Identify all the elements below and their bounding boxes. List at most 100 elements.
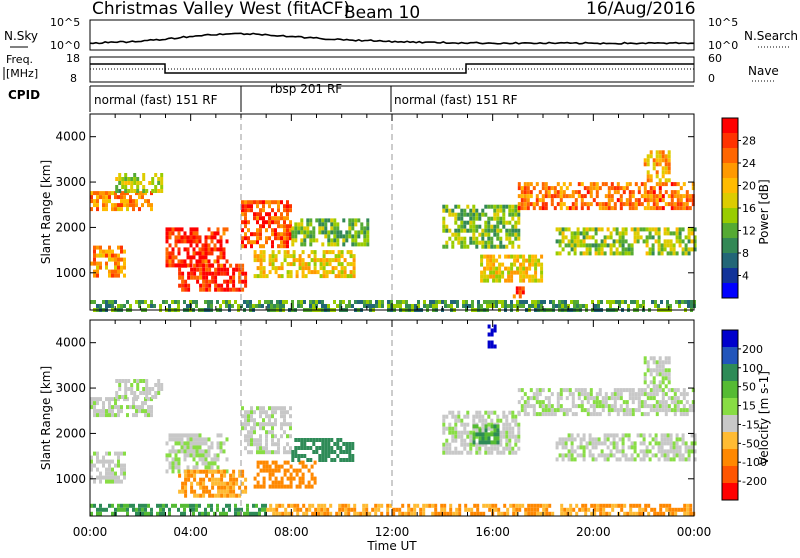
heatmap-cell-region-2: [99, 471, 102, 476]
heatmap-cell-region-14: [282, 300, 285, 304]
heatmap-cell-region-15: [599, 507, 603, 512]
heatmap-cell-region-3: [189, 453, 193, 458]
heatmap-cell-region-5: [241, 244, 244, 249]
heatmap-cell-region-8: [493, 410, 497, 415]
heatmap-cell-region-9: [492, 258, 496, 263]
colorbar-segment: [722, 193, 738, 209]
heatmap-cell-region-5: [286, 208, 289, 213]
heatmap-cell-region-11: [655, 206, 659, 211]
heatmap-cell-region-0: [114, 207, 117, 212]
heatmap-cell-region-6: [337, 250, 341, 255]
heatmap-cell-region-8: [478, 410, 482, 415]
heatmap-cell-region-12: [567, 457, 571, 462]
heatmap-cell-region-9: [522, 274, 526, 279]
heatmap-cell-region-3: [195, 453, 199, 458]
heatmap-cell-region-8: [502, 208, 506, 213]
heatmap-cell-region-9: [480, 258, 484, 263]
heatmap-cell-region-3: [171, 259, 175, 264]
heatmap-cell-region-14: [336, 304, 339, 308]
heatmap-cell-region-8: [505, 414, 509, 419]
heatmap-cell-region-12: [612, 441, 616, 446]
heatmap-cell-region-8: [442, 414, 446, 419]
heatmap-cell-region-11: [529, 190, 533, 195]
heatmap-cell-region-3: [168, 235, 172, 240]
heatmap-cell-region-3: [225, 239, 229, 244]
heatmap-cell-region-8: [460, 208, 464, 213]
heatmap-cell-region-9: [522, 270, 526, 275]
heatmap-cell-region-11: [631, 190, 635, 195]
heatmap-cell-region-14: [159, 507, 162, 512]
heatmap-cell-region-9: [531, 262, 535, 267]
heatmap-cell-region-8: [484, 442, 488, 447]
heatmap-cell-region-15: [458, 503, 462, 508]
heatmap-cell-region-8: [487, 426, 491, 431]
heatmap-cell-region-12: [627, 437, 631, 442]
heatmap-cell-region-11: [658, 186, 662, 191]
heatmap-cell-region-0: [102, 401, 105, 406]
heatmap-cell-region-3: [174, 449, 178, 454]
heatmap-cell-region-6: [304, 274, 308, 279]
heatmap-cell-region-3: [177, 231, 181, 236]
heatmap-cell-region-8: [493, 224, 497, 229]
heatmap-cell-region-8: [451, 244, 455, 249]
heatmap-cell-region-2: [123, 471, 126, 476]
heatmap-cell-region-11: [634, 408, 638, 413]
heatmap-cell-region-14: [216, 507, 219, 512]
heatmap-cell-region-12: [648, 235, 652, 240]
heatmap-cell-region-3: [192, 437, 196, 442]
heatmap-cell-region-11: [691, 388, 695, 393]
heatmap-cell-region-6: [277, 266, 281, 271]
heatmap-cell-region-0: [96, 191, 99, 196]
heatmap-cell-region-2: [93, 463, 96, 468]
heatmap-cell-region-14: [165, 300, 168, 304]
heatmap-cell-region-12: [567, 433, 571, 438]
heatmap-cell-region-14: [522, 304, 525, 308]
heatmap-cell-region-8: [448, 236, 452, 241]
heatmap-cell-region-14: [525, 300, 528, 304]
heatmap-cell-region-12: [657, 449, 661, 454]
cpid-segment-2: rbsp 201 RF: [270, 82, 342, 96]
heatmap-cell-region-8: [442, 204, 446, 209]
heatmap-cell-region-8: [505, 442, 509, 447]
heatmap-cell-region-14: [426, 304, 429, 308]
heatmap-cell-region-4: [205, 473, 209, 478]
heatmap-cell-region-12: [561, 239, 565, 244]
heatmap-cell-region-12: [693, 441, 697, 446]
heatmap-cell-region-11: [550, 408, 554, 413]
heatmap-cell-region-0: [150, 397, 153, 402]
heatmap-cell-region-14: [675, 300, 678, 304]
heatmap-cell-region-2: [105, 471, 108, 476]
heatmap-cell-region-11: [637, 392, 641, 397]
heatmap-cell-region-15: [368, 511, 372, 516]
heatmap-cell-region-8: [505, 422, 509, 427]
heatmap-cell-region-4: [208, 493, 212, 498]
heatmap-cell-region-12: [645, 227, 649, 232]
heatmap-cell-region-3: [222, 231, 226, 236]
heatmap-cell-region-6: [271, 468, 275, 473]
heatmap-cell-region-5: [265, 422, 268, 427]
heatmap-cell-region-9: [492, 266, 496, 271]
heatmap-cell-region-11: [586, 408, 590, 413]
heatmap-cell-region-6: [259, 460, 263, 465]
heatmap-cell-region-11: [565, 412, 569, 417]
heatmap-cell-region-11: [523, 400, 527, 405]
heatmap-cell-region-1: [139, 181, 143, 185]
heatmap-cell-region-8: [445, 208, 449, 213]
heatmap-cell-region-11: [676, 194, 680, 199]
heatmap-cell-region-4: [229, 485, 233, 490]
heatmap-cell-region-14: [261, 507, 264, 512]
heatmap-cell-region-0: [111, 413, 114, 418]
heatmap-cell-region-5: [283, 228, 286, 233]
heatmap-cell-region-14: [222, 511, 225, 516]
heatmap-cell-region-3: [168, 255, 172, 260]
heatmap-cell-region-12: [693, 433, 697, 438]
heatmap-cell-region-11: [613, 186, 617, 191]
heatmap-cell-region-14: [678, 300, 681, 304]
heatmap-cell-region-8: [442, 442, 446, 447]
heatmap-cell-region-11: [661, 198, 665, 203]
heatmap-cell-region-11: [565, 186, 569, 191]
heatmap-cell-region-12: [645, 251, 649, 256]
heatmap-cell-region-1: [148, 387, 152, 391]
heatmap-cell-region-4: [235, 493, 239, 498]
